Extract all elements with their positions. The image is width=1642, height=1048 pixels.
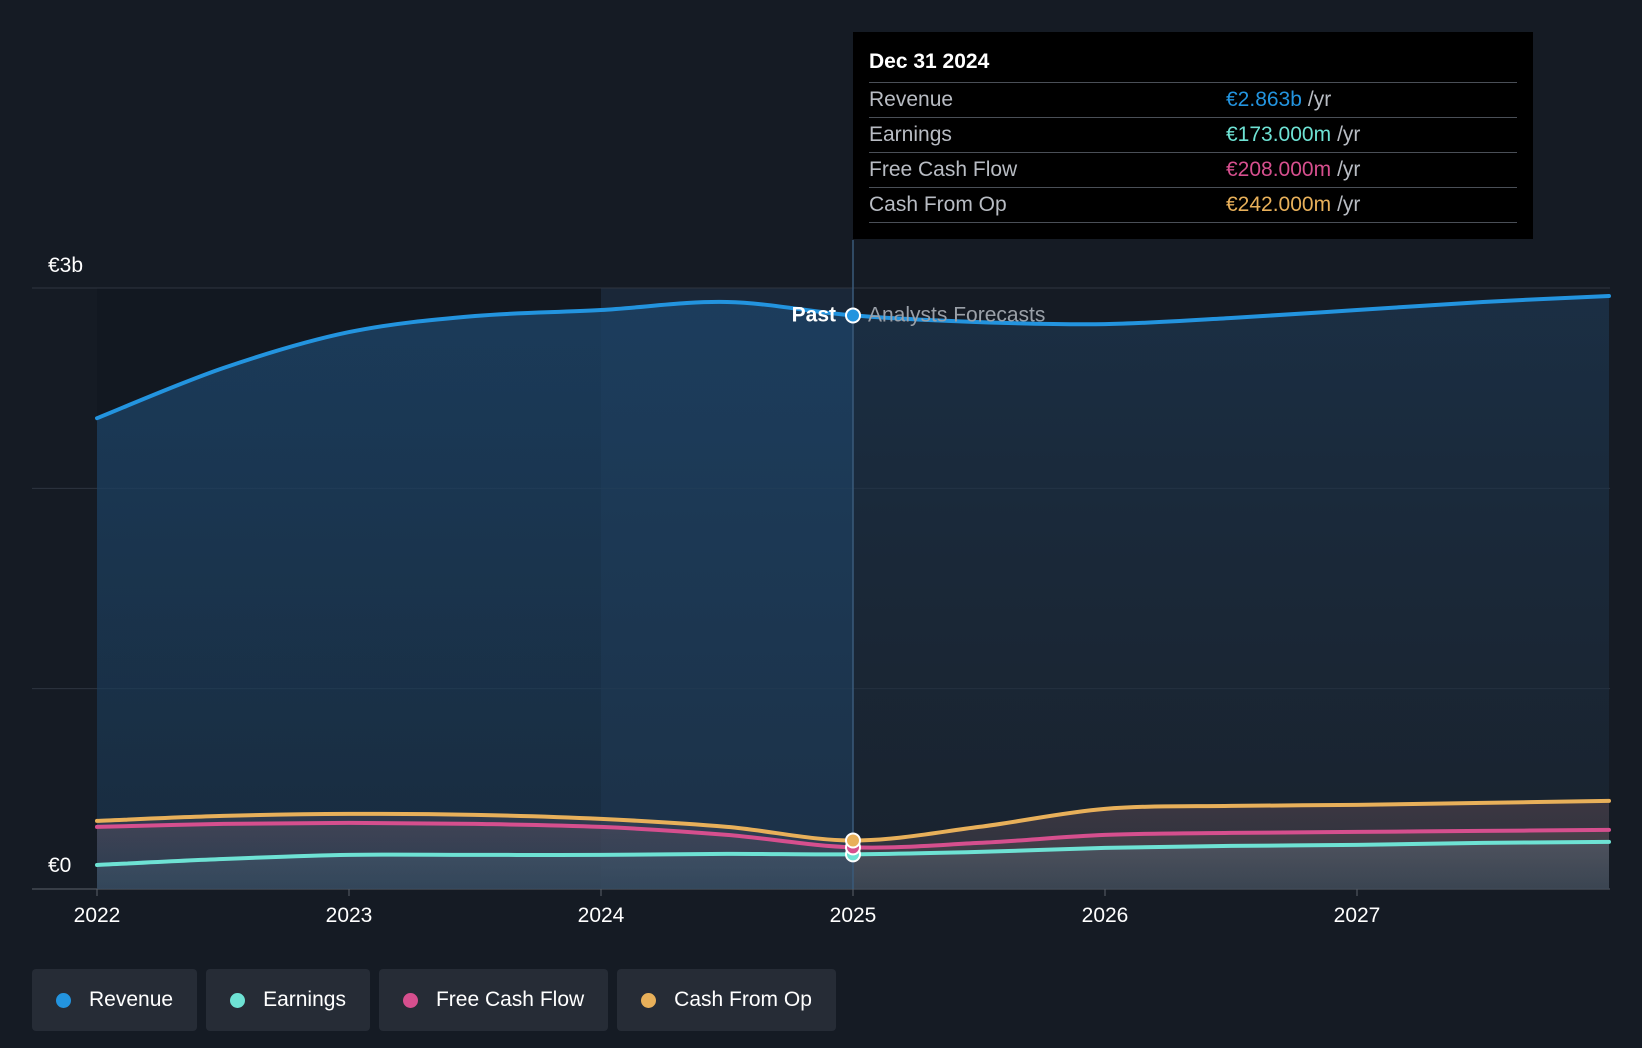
legend-dot-icon: [56, 992, 71, 1008]
legend-label: Revenue: [89, 988, 174, 1011]
tooltip: Dec 31 2024 Revenue €2.863b /yr Earnings…: [853, 32, 1533, 239]
legend-item-earnings[interactable]: Earnings: [206, 969, 370, 1031]
tooltip-label: Cash From Op: [869, 193, 1007, 216]
tooltip-value: €208.000m: [1226, 158, 1332, 181]
tooltip-unit: /yr: [1337, 193, 1361, 216]
tooltip-row-earnings: Earnings €173.000m /yr: [869, 117, 1517, 152]
x-tick-label: 2025: [830, 904, 877, 927]
tooltip-value: €173.000m: [1226, 123, 1332, 146]
marker-revenue: [845, 307, 861, 324]
tooltip-value: €242.000m: [1226, 193, 1332, 216]
hover-markers: [845, 307, 861, 863]
tooltip-label: Revenue: [869, 88, 954, 111]
x-tick-label: 2024: [578, 904, 625, 927]
legend-label: Earnings: [263, 988, 346, 1011]
past-label: Past: [792, 303, 836, 326]
x-tick-label: 2023: [326, 904, 373, 927]
tooltip-label: Earnings: [869, 123, 952, 146]
y-tick-label: €3b: [48, 254, 83, 277]
x-tick-label: 2022: [74, 904, 121, 927]
legend-item-cash-from-op[interactable]: Cash From Op: [617, 969, 836, 1031]
tooltip-row-revenue: Revenue €2.863b /yr: [869, 82, 1517, 117]
legend-dot-icon: [230, 992, 246, 1008]
x-tick-label: 2026: [1082, 904, 1129, 927]
axis: €3b €0 2022 2023 2024 2025 2026 2027 Past Analyst…: [48, 240, 1380, 927]
tooltip-row-free-cash-flow: Free Cash Flow €208.000m /yr: [869, 152, 1517, 187]
legend-dot-icon: [402, 992, 418, 1008]
tooltip-label: Free Cash Flow: [869, 158, 1018, 181]
tooltip-unit: /yr: [1307, 88, 1332, 111]
forecast-label: Analysts Forecasts: [868, 303, 1045, 326]
legend-item-revenue[interactable]: Revenue: [32, 969, 198, 1031]
tooltip-value: €2.863b: [1226, 88, 1302, 111]
legend-item-free-cash-flow[interactable]: Free Cash Flow: [378, 969, 609, 1031]
area-revenue-past: [97, 301, 853, 889]
y-tick-label: €0: [48, 854, 71, 877]
x-tick-label: 2027: [1334, 904, 1381, 927]
legend-label: Cash From Op: [674, 988, 812, 1011]
tooltip-row-cash-from-op: Cash From Op €242.000m /yr: [869, 187, 1517, 223]
tooltip-unit: /yr: [1337, 123, 1361, 146]
tooltip-date: Dec 31 2024: [869, 50, 990, 73]
legend-dot-icon: [641, 992, 657, 1008]
marker-cash-from-op: [845, 832, 861, 849]
legend: Revenue Earnings Free Cash Flow Cash Fro…: [32, 969, 836, 1031]
legend-label: Free Cash Flow: [435, 988, 585, 1011]
tooltip-unit: /yr: [1337, 158, 1361, 181]
